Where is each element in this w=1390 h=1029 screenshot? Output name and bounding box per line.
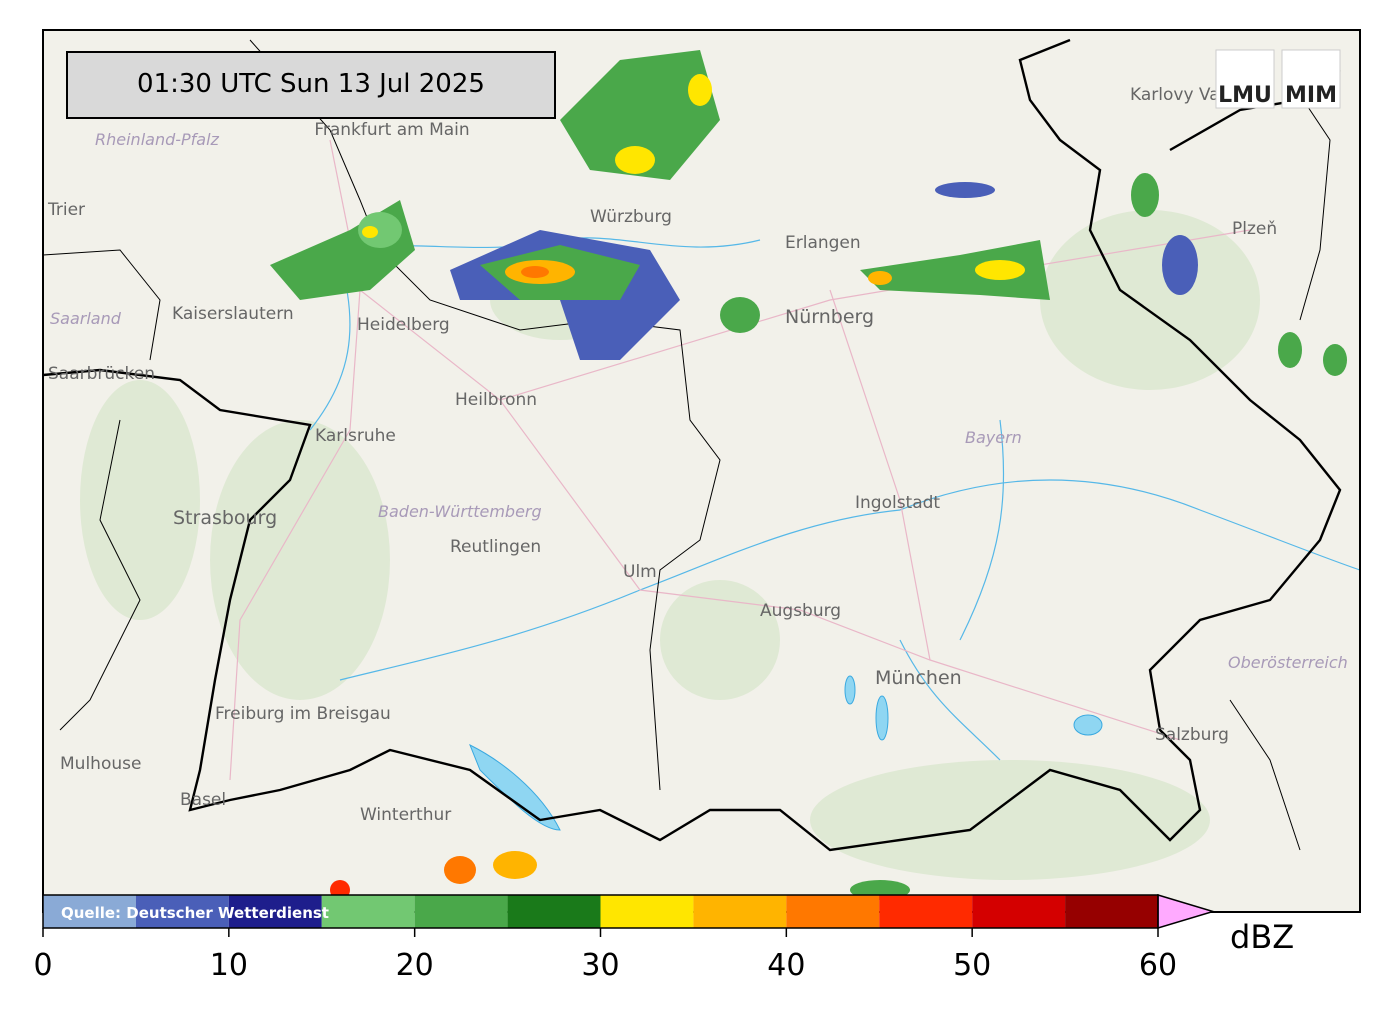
place-label: Ulm (623, 562, 657, 582)
colorbar-segment (135, 895, 229, 928)
colorbar-segment (600, 895, 694, 928)
place-label: Salzburg (1155, 725, 1229, 745)
colorbar-source: Quelle: Deutscher Wetterdienst (61, 904, 329, 922)
colorbar-segment (43, 895, 136, 928)
radar-echoes (270, 50, 1347, 900)
colorbar-segment (1065, 895, 1158, 928)
place-label: Augsburg (760, 601, 841, 621)
place-label: Würzburg (590, 207, 672, 227)
colorbar-tick-label: 0 (33, 948, 52, 983)
colorbar-segment (321, 895, 415, 928)
colorbar-segment (228, 895, 322, 928)
place-label: Karlsruhe (315, 426, 396, 446)
logo-box (1281, 49, 1341, 109)
place-label: Frankfurt am Main (314, 120, 469, 140)
region-label: Baden-Württemberg (378, 502, 542, 521)
place-label: Karlovy Vary (1130, 85, 1237, 105)
colorbar-segment (414, 895, 508, 928)
rivers (309, 237, 1360, 761)
place-label: Freiburg im Breisgau (215, 704, 391, 724)
lakes (469, 675, 1103, 831)
colorbar-segment (972, 895, 1066, 928)
colorbar-segment (786, 895, 880, 928)
place-label: Reutlingen (450, 537, 541, 557)
place-label: Plzeň (1232, 219, 1277, 239)
colorbar-segment (507, 895, 601, 928)
place-label: Trier (47, 200, 85, 220)
place-label: Ingolstadt (855, 493, 940, 513)
region-label: Oberösterreich (1228, 653, 1348, 672)
map: Frankfurt am Main Rheinland-Pfalz Trier … (43, 30, 1360, 912)
timestamp: 01:30 UTC Sun 13 Jul 2025 (137, 69, 485, 99)
place-label: Heidelberg (357, 315, 450, 335)
colorbar-unit: dBZ (1230, 918, 1294, 956)
place-label: Winterthur (360, 805, 451, 825)
colorbar-segment (693, 895, 787, 928)
place-label: Erlangen (785, 233, 861, 253)
colorbar-tick-label: 30 (581, 948, 619, 983)
place-label: Kaiserslautern (172, 304, 294, 324)
region-label: Bayern (965, 428, 1022, 447)
logo: LMU (1218, 83, 1272, 108)
place-label: Mulhouse (60, 754, 141, 774)
colorbar: Quelle: Deutscher Wetterdienst 0 10 20 30 40 5… (33, 893, 1294, 983)
region-label: Rheinland-Pfalz (95, 130, 220, 149)
colorbar-tick-label: 50 (953, 948, 991, 983)
colorbar-tick-label: 20 (396, 948, 434, 983)
place-label: Basel (180, 790, 226, 810)
place-label: Strasbourg (173, 507, 277, 529)
place-labels: Frankfurt am Main Rheinland-Pfalz Trier … (47, 85, 1348, 825)
place-label: Heilbronn (455, 390, 537, 410)
colorbar-tick-label: 40 (767, 948, 805, 983)
logo: MIM (1285, 83, 1337, 108)
logo-box (1215, 49, 1275, 109)
timestamp-box (66, 51, 556, 119)
place-label: Saarbrücken (48, 364, 155, 384)
colorbar-tick-label: 60 (1139, 948, 1177, 983)
colorbar-tick-label: 10 (210, 948, 248, 983)
place-label: München (875, 667, 962, 689)
place-label: Nürnberg (785, 306, 874, 328)
region-label: Saarland (50, 309, 122, 328)
colorbar-segment (879, 895, 973, 928)
